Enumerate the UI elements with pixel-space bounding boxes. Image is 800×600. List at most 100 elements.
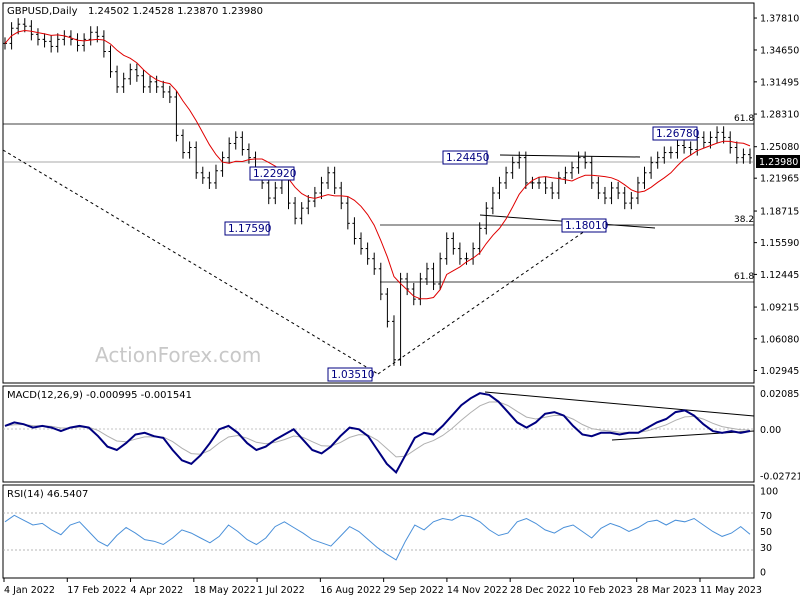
price-bar xyxy=(569,161,574,179)
price-bar xyxy=(602,186,607,205)
price-bar xyxy=(299,202,304,225)
price-bar xyxy=(728,131,733,154)
rsi-title: RSI(14) 46.5407 xyxy=(7,489,88,500)
price-bar xyxy=(537,176,542,189)
y-tick-label-main: 1.09215 xyxy=(760,303,799,314)
price-bar xyxy=(609,181,614,205)
price-bar xyxy=(82,33,87,52)
y-tick-label-rsi: 0 xyxy=(760,568,766,579)
price-bar xyxy=(589,156,594,189)
price-bar xyxy=(464,252,469,265)
price-bar xyxy=(655,151,660,169)
price-bar xyxy=(115,65,120,93)
chart-symbol: GBPUSD,Daily xyxy=(7,6,78,17)
price-bar xyxy=(194,141,199,179)
price-bar xyxy=(55,33,60,53)
price-bar xyxy=(576,151,581,174)
y-tick-label-rsi: 100 xyxy=(760,487,778,498)
price-bar xyxy=(596,176,601,200)
price-bar xyxy=(352,217,357,245)
price-bar xyxy=(372,252,377,275)
price-bar xyxy=(556,171,561,200)
price-bar xyxy=(616,181,621,200)
fib-label-618-upper: 61.8 xyxy=(734,114,754,124)
macd-line xyxy=(4,392,751,475)
y-tick-label-macd: -0.027213 xyxy=(760,472,800,483)
fib-label-382: 38.2 xyxy=(734,215,754,225)
price-bar xyxy=(233,131,238,150)
annotation-126780: 1.26780 xyxy=(652,126,699,141)
price-bar xyxy=(444,232,449,265)
price-bar xyxy=(701,131,706,149)
x-tick-label: 16 Aug 2022 xyxy=(320,585,381,596)
y-tick-label-macd: 0.00 xyxy=(760,425,781,436)
x-tick-label: 10 Feb 2023 xyxy=(573,585,632,596)
macd-upper-trendline xyxy=(484,391,755,417)
y-tick-label-main: 1.37810 xyxy=(760,14,799,25)
y-tick-label-rsi: 50 xyxy=(760,527,772,538)
price-bar xyxy=(457,242,462,265)
x-tick-label: 29 Sep 2022 xyxy=(384,585,444,596)
macd-panel xyxy=(2,385,755,483)
y-axis-main: 1.37810 1.34650 1.31495 1.28310 1.25080 1.219… xyxy=(754,14,799,377)
price-bar xyxy=(622,186,627,210)
price-bar xyxy=(497,176,502,200)
price-bar xyxy=(405,272,410,296)
price-bar xyxy=(662,146,667,164)
price-bar xyxy=(451,232,456,255)
price-bar xyxy=(431,262,436,291)
price-bar xyxy=(510,156,515,179)
price-bar xyxy=(174,90,179,142)
current-price-badge xyxy=(756,155,800,168)
price-bar xyxy=(207,171,212,189)
y-tick-label-main: 1.02945 xyxy=(760,366,799,377)
price-bar xyxy=(167,85,172,104)
price-bar xyxy=(398,272,403,366)
price-bar xyxy=(121,72,126,93)
price-bar xyxy=(748,148,752,164)
price-bar xyxy=(682,139,687,154)
price-bar xyxy=(629,191,634,210)
price-bar xyxy=(484,202,489,235)
price-bar xyxy=(688,141,693,156)
price-bar xyxy=(88,26,93,46)
main-panel xyxy=(2,2,755,384)
macd-title: MACD(12,26,9) -0.000995 -0.001541 xyxy=(7,390,192,401)
price-bar xyxy=(181,129,186,159)
chart-ohlc: 1.24502 1.24528 1.23870 1.23980 xyxy=(88,6,263,17)
macd-lower-trendline xyxy=(611,430,755,441)
price-bar xyxy=(359,232,364,255)
x-tick-label: 17 Feb 2022 xyxy=(67,585,126,596)
price-bar xyxy=(504,166,509,189)
price-bar xyxy=(187,141,192,159)
x-tick-label: 11 May 2023 xyxy=(700,585,762,596)
price-bar xyxy=(490,186,495,215)
y-axis-macd: 0.020858 0.00 -0.027213 xyxy=(760,389,800,483)
current-price-label: 1.23980 xyxy=(759,157,798,168)
svg-text:1.24450: 1.24450 xyxy=(446,152,489,164)
x-axis: 4 Jan 2022 17 Feb 2022 4 Apr 2022 18 May 20… xyxy=(3,578,762,596)
price-bar xyxy=(642,166,647,189)
y-tick-label-main: 1.15590 xyxy=(760,238,799,249)
price-bar xyxy=(108,45,113,78)
price-bar xyxy=(649,156,654,179)
price-bar xyxy=(734,141,739,164)
price-bar xyxy=(635,176,640,205)
price-bar xyxy=(530,176,535,189)
price-bar xyxy=(411,282,416,306)
price-bar xyxy=(438,252,443,291)
annotation-124450: 1.24450 xyxy=(442,150,489,165)
price-bar xyxy=(220,151,225,177)
y-tick-label-main: 1.06080 xyxy=(760,334,799,345)
y-tick-label-main: 1.28310 xyxy=(760,110,799,121)
y-tick-label-main: 1.18715 xyxy=(760,207,799,218)
price-bar xyxy=(273,181,278,205)
price-bar xyxy=(391,315,396,366)
price-bar xyxy=(424,262,429,285)
price-bar xyxy=(543,176,548,195)
moving-average-line xyxy=(4,29,751,300)
y-tick-label-main: 1.34650 xyxy=(760,45,799,56)
y-tick-label-main: 1.31495 xyxy=(760,77,799,88)
x-tick-label: 14 Nov 2022 xyxy=(447,585,508,596)
y-tick-label-main: 1.21965 xyxy=(760,174,799,185)
